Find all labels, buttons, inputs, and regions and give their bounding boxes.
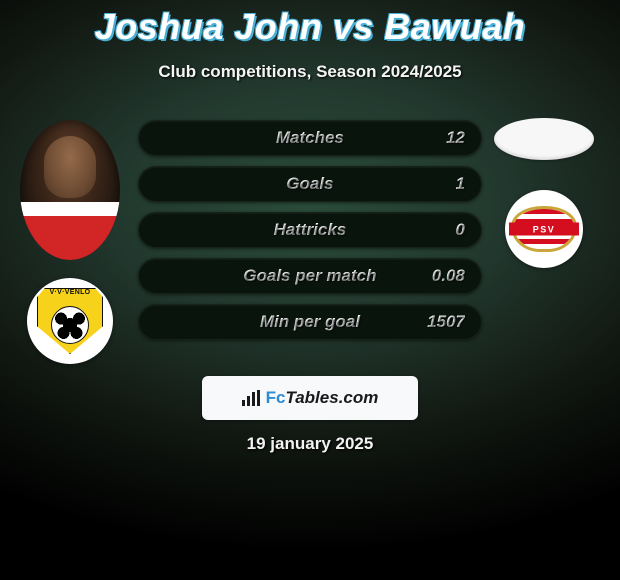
- stat-row: Matches 12: [138, 120, 482, 156]
- stat-row: Hattricks 0: [138, 212, 482, 248]
- stat-row: Min per goal 1507: [138, 304, 482, 340]
- stat-value: 0: [456, 220, 465, 240]
- stat-label: Goals per match: [139, 266, 481, 286]
- club-logo-left: V·V·VENLO: [27, 278, 113, 364]
- stat-value: 0.08: [432, 266, 465, 286]
- stat-value: 12: [446, 128, 465, 148]
- stat-row: Goals per match 0.08: [138, 258, 482, 294]
- stat-value: 1: [456, 174, 465, 194]
- player-avatar-left: [20, 120, 120, 260]
- player-avatar-right: [494, 118, 594, 160]
- stat-label: Hattricks: [139, 220, 481, 240]
- source-text: FcTables.com: [266, 388, 379, 408]
- stat-label: Matches: [139, 128, 481, 148]
- stat-value: 1507: [427, 312, 465, 332]
- avatar-face-icon: [44, 136, 96, 198]
- stat-row: Goals 1: [138, 166, 482, 202]
- date: 19 january 2025: [0, 434, 620, 454]
- psv-logo-icon: PSV: [511, 206, 577, 252]
- page-title: Joshua John vs Bawuah: [0, 0, 620, 48]
- vvv-logo-icon: V·V·VENLO: [37, 288, 103, 354]
- stats-list: Matches 12 Goals 1 Hattricks 0 Goals per…: [138, 120, 482, 340]
- avatar-jersey-icon: [20, 202, 120, 260]
- left-column: V·V·VENLO: [10, 120, 130, 364]
- club-logo-right: PSV: [505, 190, 583, 268]
- source-badge: FcTables.com: [202, 376, 418, 420]
- stat-label: Goals: [139, 174, 481, 194]
- subtitle: Club competitions, Season 2024/2025: [0, 62, 620, 82]
- comparison-card: Joshua John vs Bawuah Club competitions,…: [0, 0, 620, 580]
- right-column: PSV: [494, 118, 594, 268]
- bars-icon: [242, 390, 260, 406]
